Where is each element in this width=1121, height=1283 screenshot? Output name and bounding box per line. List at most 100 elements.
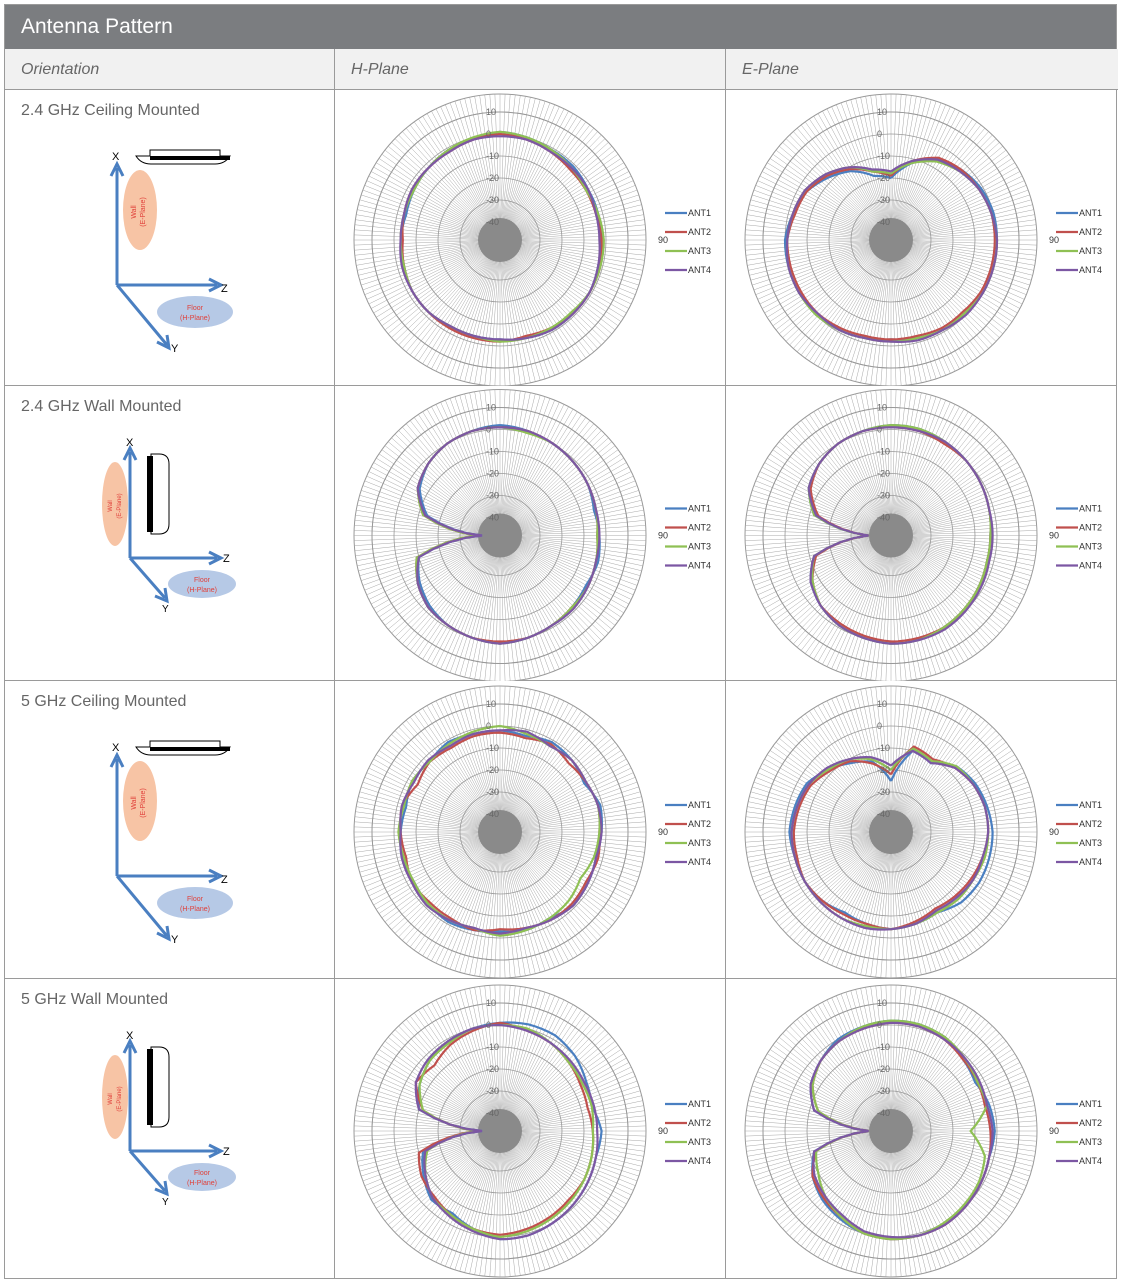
ring-label: 10	[877, 699, 887, 709]
polar-spoke	[405, 423, 489, 522]
polar-spoke	[489, 849, 499, 978]
legend-label-ant4: ANT4	[688, 857, 711, 867]
polar-spoke	[908, 214, 1035, 238]
polar-spoke	[357, 243, 483, 271]
polar-spoke	[778, 1036, 878, 1120]
polar-spoke	[355, 514, 483, 534]
polar-spoke	[357, 1134, 483, 1162]
polar-spoke	[905, 1141, 1007, 1222]
polar-spoke	[405, 127, 489, 227]
polar-spoke	[907, 837, 1029, 883]
polar-spoke	[368, 767, 484, 825]
polar-spoke	[753, 245, 875, 291]
polar-spoke	[513, 142, 609, 229]
h-plane-cell: 100-10-20-30-40090180270ANT1ANT2ANT3ANT4	[335, 979, 726, 1278]
polar-spoke	[767, 1053, 876, 1122]
angle-label-0: 0	[497, 681, 502, 682]
polar-spoke	[897, 848, 946, 968]
polar-spoke	[904, 437, 1000, 524]
polar-spoke	[514, 1141, 616, 1222]
polar-spoke	[517, 204, 642, 236]
polar-spoke	[449, 1147, 495, 1269]
polar-spoke	[398, 726, 488, 820]
polar-spoke	[899, 110, 960, 225]
polar-spoke	[804, 254, 881, 359]
polar-spoke	[370, 840, 485, 901]
polar-spoke	[426, 1004, 492, 1116]
polar-spoke	[759, 839, 875, 897]
polar-spoke	[745, 224, 874, 239]
polar-spoke	[507, 997, 560, 1115]
polar-spoke	[355, 811, 483, 830]
polar-spoke	[459, 395, 496, 519]
polar-spoke	[506, 1147, 555, 1267]
polar-spoke	[745, 821, 874, 831]
polar-spoke	[508, 255, 574, 367]
polar-spoke	[906, 1062, 1021, 1123]
polar-spoke	[757, 180, 875, 233]
polar-spoke	[454, 693, 495, 815]
polar-spoke	[384, 1040, 486, 1121]
polar-spoke	[469, 1148, 497, 1274]
polar-spoke	[785, 1029, 879, 1119]
polar-spoke	[505, 849, 546, 971]
polar-spoke	[381, 250, 486, 327]
orientation-cell: 2.4 GHz Wall Mounted Wall (E-Plane) Floor (H…	[5, 386, 335, 680]
legend-label-ant2: ANT2	[688, 819, 711, 829]
polar-spoke	[908, 504, 1034, 533]
polar-spoke	[750, 244, 874, 281]
polar-spoke	[907, 485, 1029, 530]
polar-center	[869, 1109, 913, 1153]
column-header-orientation: Orientation	[5, 49, 335, 90]
polar-spoke	[885, 94, 891, 223]
polar-spoke	[901, 1145, 978, 1250]
polar-spoke	[860, 689, 888, 815]
polar-spoke	[409, 549, 490, 651]
polar-spoke	[402, 426, 489, 523]
polar-spoke	[474, 391, 498, 518]
polar-spoke	[517, 240, 646, 246]
polar-spoke	[445, 400, 494, 519]
polar-spoke	[405, 719, 489, 819]
polar-spoke	[502, 849, 526, 976]
polar-spoke	[908, 514, 1036, 534]
polar-spoke	[893, 95, 912, 223]
polar-spoke	[804, 846, 881, 951]
polar-spoke	[747, 834, 874, 858]
polar-spoke	[907, 180, 1025, 233]
polar-spoke	[880, 985, 890, 1114]
polar-spoke	[747, 1105, 874, 1129]
polar-spoke	[908, 535, 1037, 541]
polar-spoke	[785, 844, 879, 934]
polar-spoke	[517, 537, 646, 552]
polar-spoke	[511, 549, 595, 648]
polar-spoke	[510, 549, 591, 651]
polar-spoke	[789, 726, 879, 820]
antenna-pattern-panel: Antenna Pattern Orientation H-Plane E-Pl…	[4, 4, 1118, 1279]
polar-spoke	[435, 256, 493, 372]
polar-spoke	[474, 96, 498, 223]
polar-spoke	[508, 847, 569, 962]
polar-spoke	[900, 1009, 973, 1117]
polar-spoke	[809, 1009, 882, 1117]
polar-spoke	[901, 549, 982, 651]
polar-spoke	[757, 1071, 875, 1124]
polar-ring	[437, 769, 563, 895]
polar-spoke	[809, 550, 882, 657]
legend-label-ant2: ANT2	[688, 227, 711, 237]
polar-spoke	[409, 846, 490, 948]
series-line-ant4	[809, 1021, 994, 1239]
polar-spoke	[745, 530, 874, 536]
polar-spoke	[387, 441, 487, 525]
polar-spoke	[509, 708, 578, 817]
polar-spoke	[517, 490, 639, 531]
polar-spoke	[366, 1071, 484, 1124]
angle-label-0: 0	[497, 979, 502, 981]
polar-spoke	[509, 255, 578, 364]
series-line-ant4	[807, 426, 994, 645]
y-axis-line	[115, 875, 169, 937]
polar-spoke	[895, 849, 927, 974]
polar-spoke	[494, 553, 500, 681]
polar-spoke	[902, 548, 989, 645]
